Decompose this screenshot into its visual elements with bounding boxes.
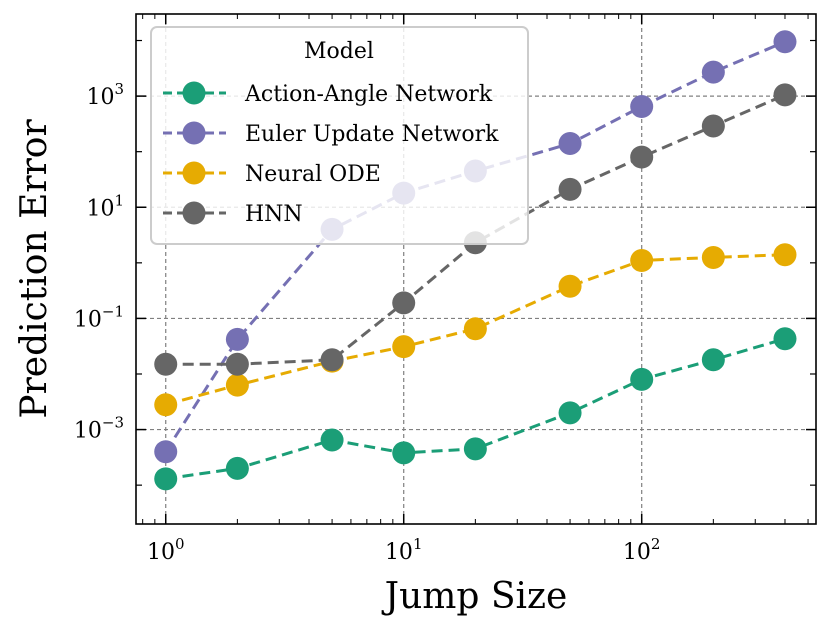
- x-tick-base: 10: [147, 540, 175, 565]
- y-tick-base: 10: [86, 85, 114, 110]
- data-point: [154, 467, 178, 491]
- plot-frame: [135, 13, 817, 525]
- y-tick-base: 10: [86, 196, 114, 221]
- data-point: [701, 114, 725, 138]
- legend-marker: [182, 121, 206, 145]
- legend-entry: Neural ODE: [163, 161, 381, 187]
- legend-label: HNN: [245, 202, 303, 227]
- data-point: [630, 94, 654, 118]
- data-point: [701, 60, 725, 84]
- legend-box: [150, 26, 529, 245]
- legend-label: Neural ODE: [245, 162, 381, 187]
- data-point: [558, 177, 582, 201]
- legend-title: Model: [304, 39, 374, 64]
- data-point: [558, 132, 582, 156]
- data-point: [392, 441, 416, 465]
- legend-entry: Action-Angle Network: [163, 81, 493, 107]
- y-tick-label: 10−3: [74, 414, 124, 444]
- data-point: [463, 437, 487, 461]
- series-line: [165, 93, 786, 366]
- x-tick-labels: 100 101 102: [147, 535, 661, 565]
- data-point: [630, 249, 654, 273]
- data-point: [558, 401, 582, 425]
- legend-marker: [182, 201, 206, 225]
- x-tick-label: 102: [623, 535, 661, 565]
- data-point: [701, 245, 725, 269]
- data-point: [630, 367, 654, 391]
- data-point: [630, 145, 654, 169]
- y-tick-label: 103: [86, 80, 124, 110]
- data-point: [558, 274, 582, 298]
- legend-entry: HNN: [163, 201, 303, 227]
- data-point: [392, 291, 416, 315]
- data-point: [154, 393, 178, 417]
- y-tick-label: 10−1: [74, 302, 124, 332]
- x-tick-exp: 1: [413, 535, 423, 553]
- y-axis-title: Prediction Error: [14, 119, 55, 419]
- y-tick-label: 101: [86, 191, 124, 221]
- y-tick-exp: 1: [114, 191, 124, 209]
- y-tick-exp: −3: [102, 414, 124, 432]
- data-point: [225, 456, 249, 480]
- series-0: [154, 327, 797, 491]
- x-tick-base: 10: [623, 540, 651, 565]
- data-point: [154, 352, 178, 376]
- x-tick-exp: 2: [651, 535, 661, 553]
- x-tick-exp: 0: [175, 535, 185, 553]
- data-point: [154, 440, 178, 464]
- x-tick-label: 100: [147, 535, 185, 565]
- data-point: [392, 335, 416, 359]
- y-tick-base: 10: [74, 419, 102, 444]
- legend-entries: Action-Angle Network Euler Update Network…: [163, 81, 499, 227]
- x-tick-base: 10: [385, 540, 413, 565]
- y-tick-exp: −1: [102, 302, 124, 320]
- series-2: [154, 243, 797, 417]
- data-point: [320, 348, 344, 372]
- data-point: [320, 428, 344, 452]
- data-point: [773, 327, 797, 351]
- series-line: [165, 253, 786, 407]
- legend-entry: Euler Update Network: [163, 121, 499, 147]
- legend-marker: [182, 81, 206, 105]
- legend-marker: [182, 161, 206, 185]
- data-point: [225, 373, 249, 397]
- series-layer: [154, 30, 797, 491]
- data-point: [773, 30, 797, 54]
- data-point: [463, 317, 487, 341]
- data-point: [773, 83, 797, 107]
- legend-label: Action-Angle Network: [244, 82, 493, 107]
- y-tick-exp: 3: [114, 80, 124, 98]
- legend-label: Euler Update Network: [245, 122, 499, 147]
- legend: Model Action-Angle Network Euler Update N…: [150, 26, 529, 245]
- x-axis-title: Jump Size: [381, 576, 568, 617]
- y-tick-base: 10: [74, 307, 102, 332]
- data-point: [225, 327, 249, 351]
- data-point: [225, 352, 249, 376]
- x-tick-label: 101: [385, 535, 423, 565]
- data-point: [773, 243, 797, 267]
- tick-layer: [136, 14, 816, 524]
- data-point: [701, 348, 725, 372]
